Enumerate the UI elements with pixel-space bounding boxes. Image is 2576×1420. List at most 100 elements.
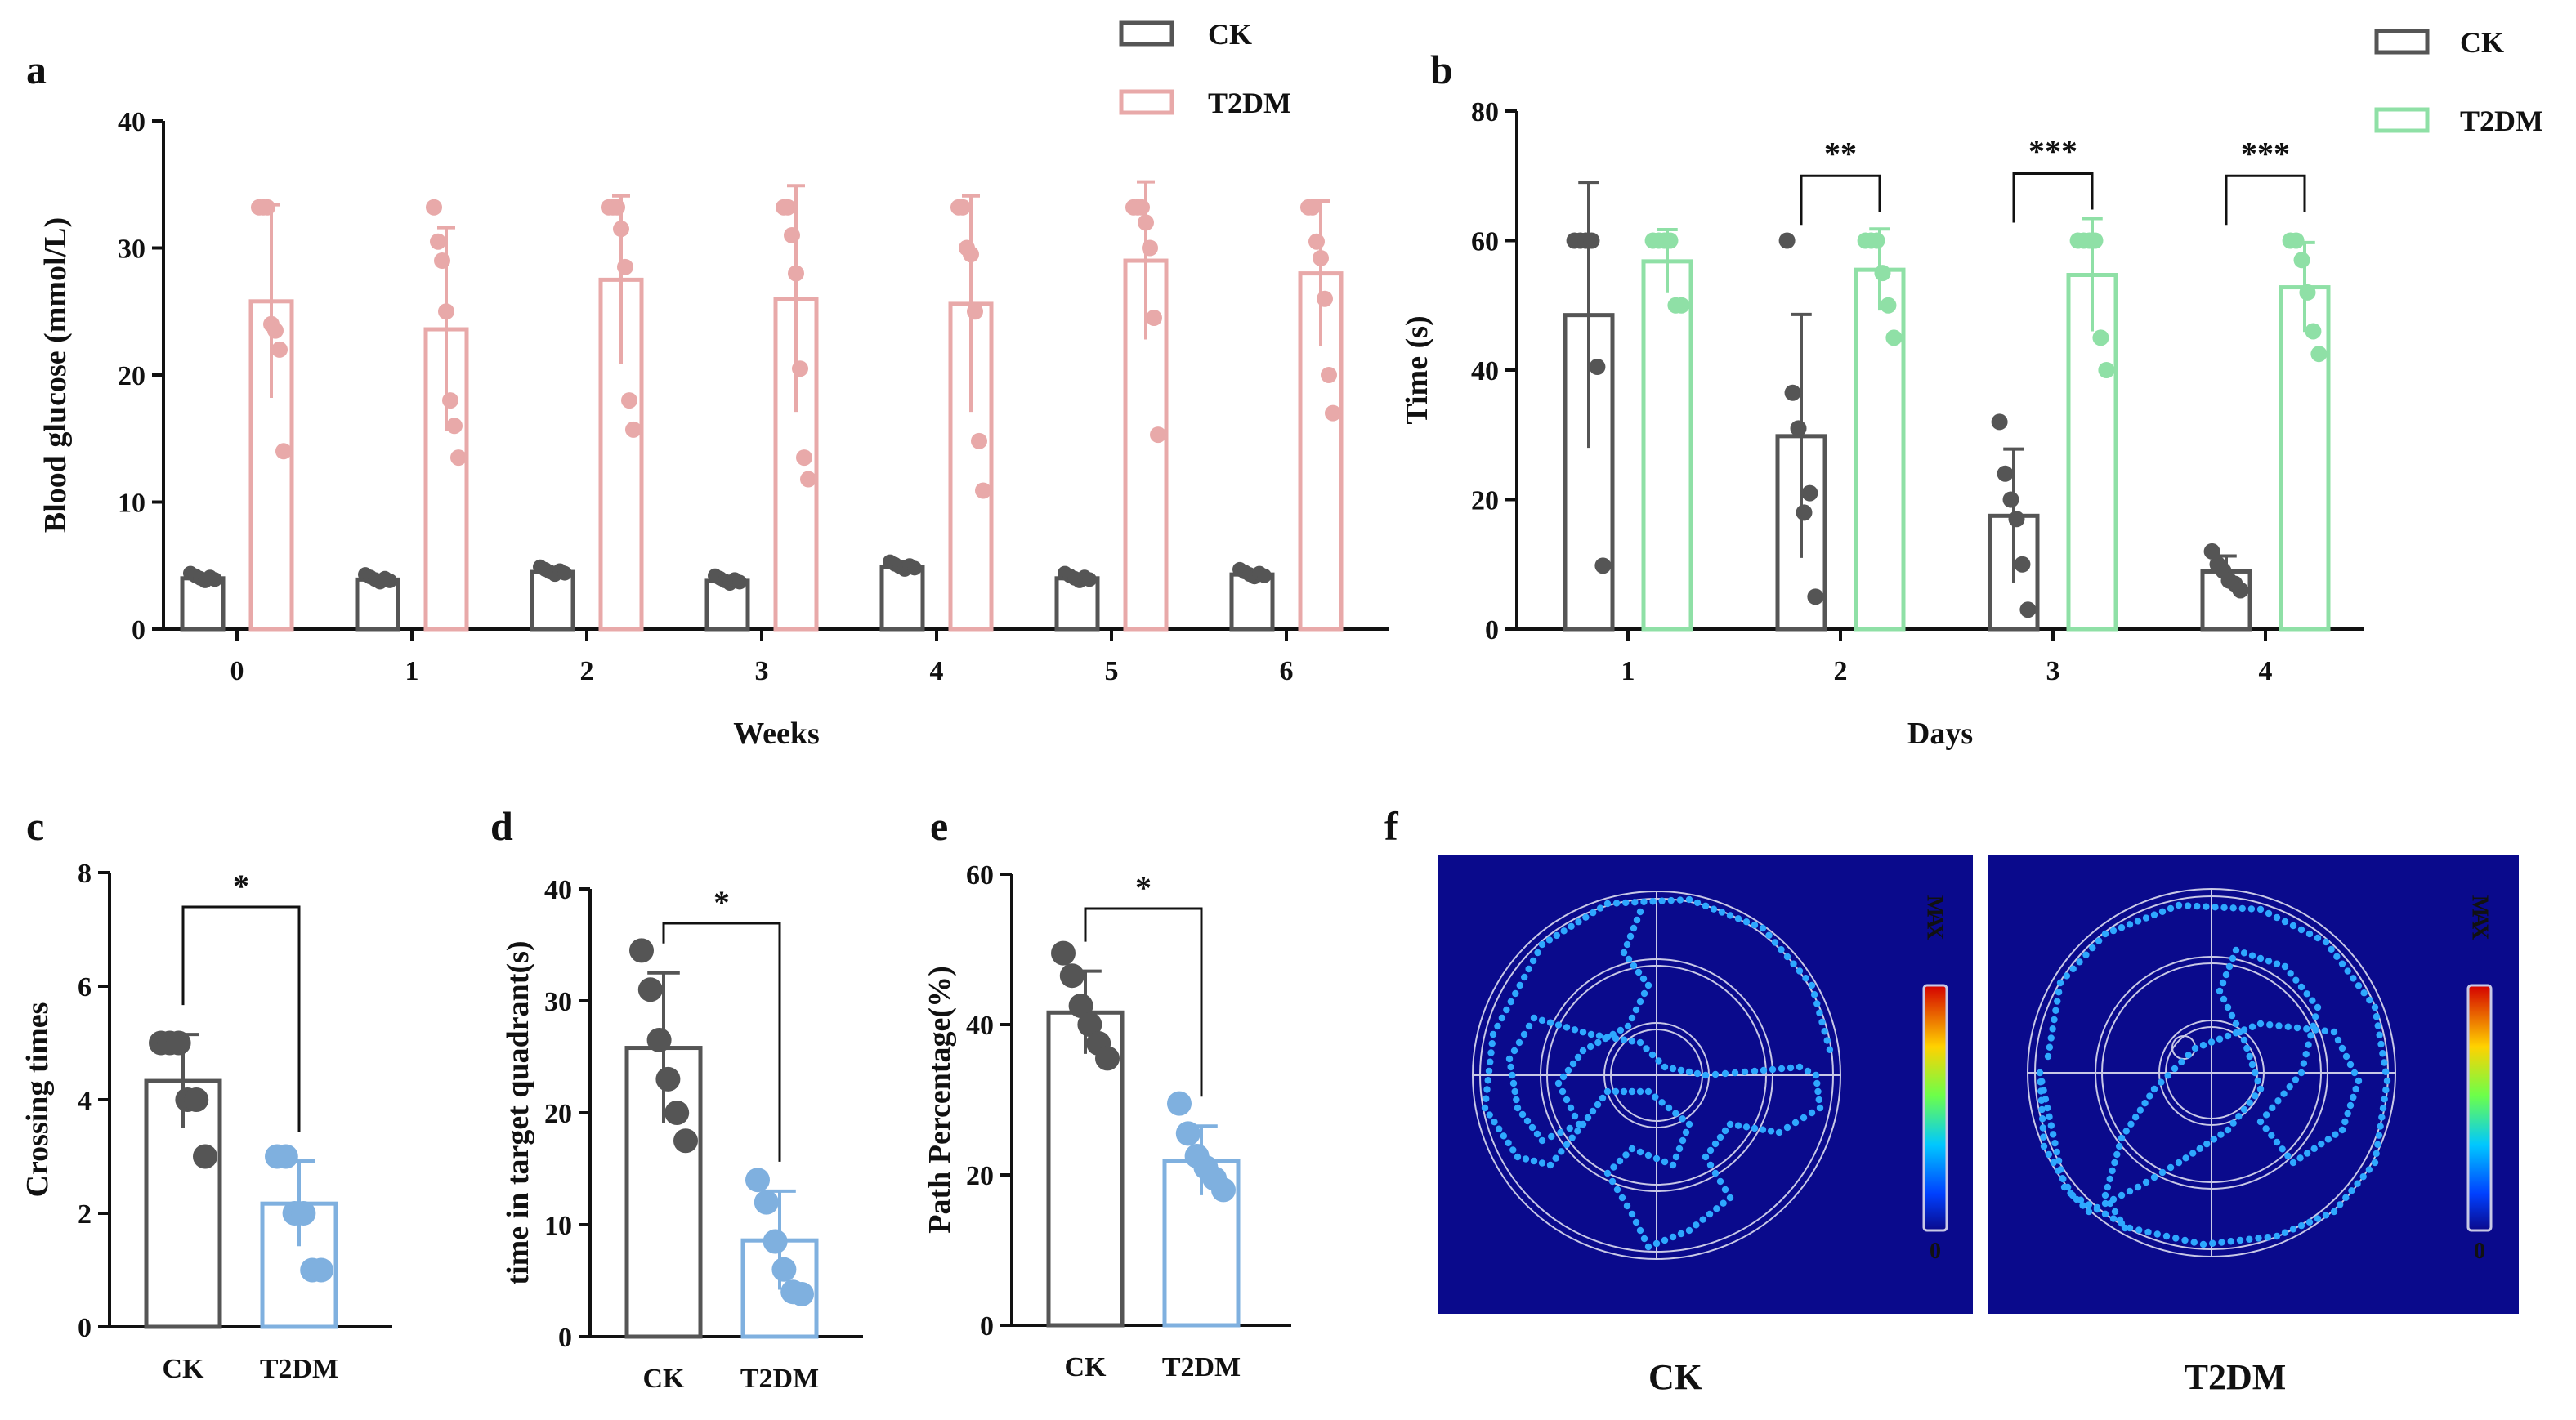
swim-path-ck-dot <box>1630 924 1638 932</box>
swim-path-ck-dot <box>1711 1140 1720 1148</box>
heatmap-ck-label: CK <box>1648 1357 1702 1397</box>
chart-a-t2dm-point <box>975 482 991 499</box>
chart-a-ck-point <box>907 560 922 576</box>
chart-a-t2dm-point <box>617 258 633 275</box>
chart-c-ytick-label: 6 <box>78 972 92 1002</box>
swim-path-t2dm-dot <box>2054 998 2061 1005</box>
swim-path-t2dm-dot <box>2355 982 2363 989</box>
swim-path-t2dm-dot <box>2217 1131 2225 1138</box>
swim-path-t2dm-dot <box>2374 1022 2381 1029</box>
colorbar-t2dm: MAX 0 <box>2466 895 2493 1264</box>
swim-path-ck-dot <box>1751 1067 1759 1075</box>
swim-path-t2dm-dot <box>2228 1011 2236 1020</box>
swim-path-t2dm-dot <box>2121 1224 2129 1232</box>
swim-path-t2dm-dot <box>2381 1059 2388 1066</box>
chart-d-y-label: time in target quadrant(s) <box>501 940 535 1284</box>
swim-path-ck-dot <box>1669 1233 1677 1241</box>
swim-path-ck-dot <box>1628 1145 1636 1153</box>
chart-e-xtick-label: T2DM <box>1162 1352 1241 1382</box>
swim-path-t2dm-dot <box>2175 1159 2183 1167</box>
swim-path-t2dm-dot <box>2207 1038 2216 1046</box>
chart-a-t2dm-point <box>434 252 450 270</box>
chart-a-t2dm-point <box>450 449 467 467</box>
chart-a-xtick-label: 4 <box>930 656 944 686</box>
swim-path-ck-dot <box>1702 1153 1710 1161</box>
swim-path-ck-dot <box>1706 1210 1714 1218</box>
swim-path-t2dm-dot <box>2297 1069 2305 1077</box>
chart-c: 0 2 4 6 8 Crossing times CK T2DM * <box>20 859 392 1384</box>
swim-path-t2dm-dot <box>2189 1150 2197 1157</box>
swim-path-t2dm-dot <box>2227 1238 2234 1245</box>
swim-path-ck-dot <box>1726 1120 1734 1128</box>
chart-a-y-label: Blood glucose (mmol/L) <box>38 217 73 533</box>
swim-path-ck-dot <box>1630 962 1638 970</box>
swim-path-ck-dot <box>1610 1163 1617 1171</box>
chart-b-ck-point <box>2232 582 2249 599</box>
swim-path-ck-dot <box>1643 1045 1650 1052</box>
swim-path-t2dm-dot <box>2056 979 2064 987</box>
swim-path-t2dm-dot <box>2135 1226 2143 1234</box>
swim-path-t2dm-dot <box>2104 1183 2112 1191</box>
chart-b-xtick-label: 4 <box>2259 656 2273 686</box>
swim-path-ck-dot <box>1603 1169 1612 1177</box>
swim-path-t2dm-dot <box>2216 987 2224 995</box>
swim-path-t2dm-dot <box>2360 989 2368 997</box>
swim-path-ck-dot <box>1702 902 1710 909</box>
chart-a-t2dm-point <box>1321 367 1337 383</box>
chart-b-t2dm-point <box>2092 329 2109 346</box>
chart-b-ytick-label: 40 <box>1471 356 1499 386</box>
chart-a-t2dm-point <box>963 246 979 263</box>
swim-path-t2dm-dot <box>2344 1110 2351 1118</box>
chart-d-ck-point <box>637 977 663 1002</box>
swim-path-t2dm-dot <box>2038 1115 2046 1123</box>
swim-path-ck-dot <box>1702 1071 1710 1079</box>
chart-a-t2dm-point <box>1150 426 1166 444</box>
swim-path-ck-dot <box>1667 896 1675 904</box>
swim-path-ck-dot <box>1563 1141 1571 1149</box>
swim-path-ck-dot <box>1648 1051 1657 1059</box>
chart-a-t2dm-point <box>1138 214 1154 231</box>
swim-path-t2dm-dot <box>2284 1152 2292 1159</box>
swim-path-t2dm-dot <box>2153 1230 2161 1238</box>
swim-path-ck-dot <box>1765 931 1773 939</box>
swim-path-ck-dot <box>1560 927 1568 935</box>
swim-path-t2dm-dot <box>2252 1069 2259 1077</box>
swim-path-t2dm-dot <box>2321 1027 2328 1034</box>
swim-path-ck-dot <box>1672 1153 1680 1161</box>
swim-path-t2dm-dot <box>2296 1154 2304 1162</box>
swim-path-ck-dot <box>1639 975 1648 983</box>
swim-path-ck-dot <box>1679 1136 1687 1145</box>
chart-b-ytick-label: 20 <box>1471 486 1499 516</box>
swim-path-ck-dot <box>1498 1014 1506 1022</box>
swim-path-ck-dot <box>1731 1069 1739 1077</box>
chart-d-t2dm-point <box>789 1281 814 1306</box>
swim-path-ck-dot <box>1636 1087 1644 1096</box>
swim-path-t2dm-dot <box>2365 1166 2373 1173</box>
chart-a-x-label: Weeks <box>733 717 820 751</box>
swim-path-t2dm-dot <box>2158 1168 2167 1177</box>
swim-path-ck-dot <box>1787 1064 1795 1072</box>
chart-b-ytick-label: 80 <box>1471 97 1499 127</box>
swim-path-t2dm-dot <box>2171 1065 2179 1073</box>
swim-path-ck-dot <box>1603 1087 1612 1096</box>
chart-b-sig-bracket <box>2225 174 2306 226</box>
colorbar-t2dm-min: 0 <box>2474 1239 2485 1264</box>
swim-path-t2dm-dot <box>2289 922 2297 930</box>
swim-path-t2dm-dot <box>2047 1034 2055 1042</box>
chart-b-t2dm-point <box>2288 232 2305 249</box>
chart-a-xtick-label: 1 <box>405 656 419 686</box>
swim-path-ck-dot <box>1487 1058 1494 1065</box>
swim-path-t2dm-dot <box>2303 1150 2311 1157</box>
chart-a-t2dm-point <box>1134 199 1150 216</box>
panel-f-letter: f <box>1384 803 1399 849</box>
legend-a-t2dm-swatch <box>1119 89 1174 115</box>
swim-path-ck-dot <box>1612 1087 1620 1096</box>
swim-path-t2dm-dot <box>2262 1111 2270 1119</box>
swim-path-t2dm-dot <box>2118 1191 2126 1199</box>
swim-path-t2dm-dot <box>2281 962 2289 971</box>
chart-a-t2dm-point <box>955 199 971 216</box>
chart-a-t2dm-point <box>613 221 629 238</box>
chart-a-t2dm-point <box>271 341 288 358</box>
swim-path-t2dm-dot <box>2246 1052 2253 1061</box>
swim-path-ck-dot <box>1620 949 1628 957</box>
